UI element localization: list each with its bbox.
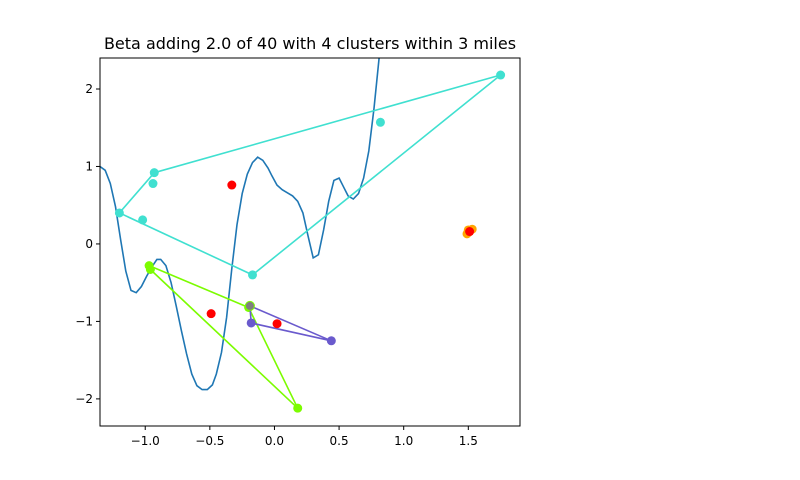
- cluster-2-hull: [249, 305, 332, 342]
- x-tick-label: 1.0: [394, 434, 413, 448]
- cluster-center-point: [465, 227, 475, 237]
- y-tick-label: 0: [85, 237, 93, 251]
- cluster-0-point: [149, 168, 159, 178]
- cluster-1-point: [293, 403, 303, 413]
- x-tick-label: 0.0: [265, 434, 284, 448]
- cluster-0-point: [247, 270, 257, 280]
- cluster-1-point: [145, 265, 155, 275]
- x-axis: −1.0 −0.5 0.0 0.5 1.0 1.5: [131, 426, 478, 448]
- cluster-0-point: [148, 179, 158, 189]
- cluster-0-point: [375, 117, 385, 127]
- y-tick-label: 2: [85, 82, 93, 96]
- cluster-2-point: [246, 318, 256, 328]
- cluster-0-point: [138, 215, 148, 225]
- y-tick-label: −2: [75, 392, 93, 406]
- axes-frame: [99, 57, 521, 427]
- cluster-center-point: [272, 319, 282, 329]
- cluster-0-point: [496, 70, 506, 80]
- curve-line: [100, 58, 380, 391]
- cluster-0-point: [114, 208, 124, 218]
- x-tick-label: −1.0: [131, 434, 160, 448]
- y-tick-label: 1: [85, 159, 93, 173]
- x-tick-label: 1.5: [459, 434, 478, 448]
- x-tick-label: −0.5: [195, 434, 224, 448]
- cluster-center-point: [206, 309, 216, 319]
- y-axis: −2 −1 0 1 2: [75, 82, 100, 406]
- cluster-center-point: [227, 180, 237, 190]
- y-tick-label: −1: [75, 314, 93, 328]
- chart-title: Beta adding 2.0 of 40 with 4 clusters wi…: [104, 34, 516, 53]
- x-tick-label: 0.5: [330, 434, 349, 448]
- cluster-2-point: [326, 336, 336, 346]
- overlap-point: [244, 300, 255, 311]
